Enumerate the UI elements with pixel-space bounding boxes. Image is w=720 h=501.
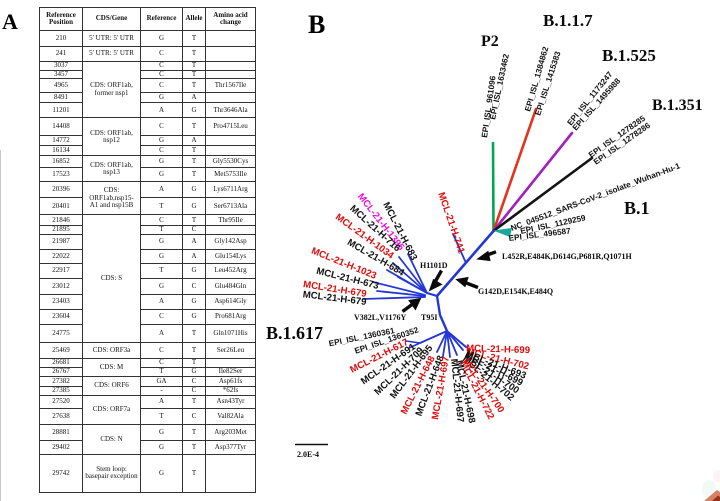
svg-text:T95I: T95I bbox=[421, 313, 437, 322]
svg-text:B.1.617: B.1.617 bbox=[266, 323, 323, 343]
svg-text:B.1.1.7: B.1.1.7 bbox=[543, 11, 593, 30]
svg-text:B.1.351: B.1.351 bbox=[652, 97, 703, 114]
svg-text:2.0E-4: 2.0E-4 bbox=[297, 450, 319, 459]
svg-text:B.1: B.1 bbox=[624, 198, 650, 218]
svg-text:MCL-21-H-741: MCL-21-H-741 bbox=[435, 191, 466, 256]
svg-text:V382L,V1176Y: V382L,V1176Y bbox=[354, 313, 406, 322]
svg-text:L452R,E484K,D614G,P681R,Q1071H: L452R,E484K,D614G,P681R,Q1071H bbox=[502, 252, 633, 261]
svg-text:P2: P2 bbox=[481, 33, 499, 50]
svg-text:MCL-21-H-699: MCL-21-H-699 bbox=[466, 343, 530, 356]
svg-text:B.1.525: B.1.525 bbox=[602, 46, 656, 65]
svg-text:NC_045512_SARS-CoV-2_isolate_W: NC_045512_SARS-CoV-2_isolate_Wuhan-Hu-1 bbox=[510, 161, 682, 233]
svg-text:H1101D: H1101D bbox=[420, 261, 448, 270]
svg-text:G142D,E154K,E484Q: G142D,E154K,E484Q bbox=[478, 287, 553, 296]
